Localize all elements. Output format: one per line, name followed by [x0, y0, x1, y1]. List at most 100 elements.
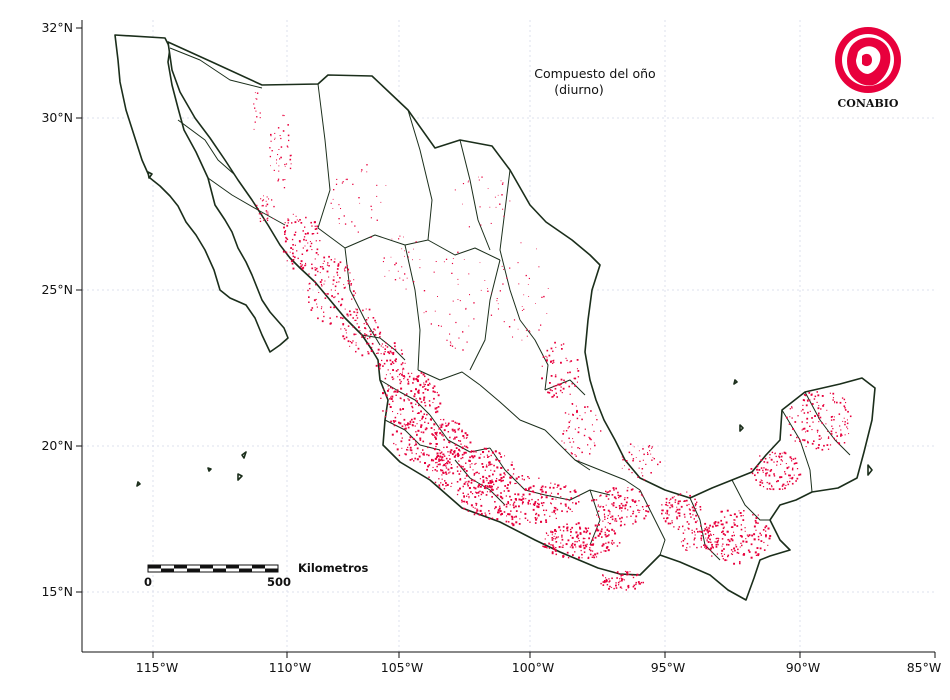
hotspot-dot: [500, 467, 502, 469]
hotspot-dot: [452, 472, 455, 475]
hotspot-dot: [556, 396, 559, 398]
hotspot-dot: [518, 498, 521, 501]
hotspot-dot: [436, 391, 438, 394]
hotspot-dot: [585, 531, 588, 534]
hotspot-dot: [846, 426, 848, 428]
hotspot-dot: [674, 501, 676, 503]
hotspot-dot: [707, 548, 709, 550]
hotspot-dot: [568, 413, 570, 415]
hotspot-dot: [330, 289, 332, 291]
hotspot-dot: [490, 481, 492, 484]
hotspot-dot: [560, 496, 562, 498]
hotspot-dot: [591, 424, 593, 426]
hotspot-dot: [603, 514, 605, 516]
island: [207, 467, 212, 472]
hotspot-dot: [391, 433, 394, 436]
hotspot-dot: [301, 268, 303, 270]
hotspot-dot: [623, 579, 625, 581]
hotspot-dot: [755, 479, 757, 481]
hotspot-dot: [359, 202, 361, 204]
hotspot-dot: [373, 328, 375, 330]
hotspot-dot: [358, 326, 360, 329]
hotspot-dot: [305, 216, 307, 219]
hotspot-dot: [308, 273, 310, 275]
hotspot-dot: [470, 482, 473, 484]
hotspot-dot: [316, 248, 319, 251]
hotspot-dot: [409, 420, 412, 422]
hotspot-dot: [441, 469, 444, 472]
hotspot-dot: [538, 477, 540, 479]
hotspot-dot: [709, 548, 712, 551]
hotspot-dot: [803, 394, 806, 396]
hotspot-dot: [638, 511, 640, 514]
hotspot-dot: [490, 469, 492, 471]
hotspot-dot: [341, 182, 343, 184]
hotspot-dot: [400, 440, 403, 443]
hotspot-dot: [367, 352, 370, 355]
hotspot-dot: [707, 531, 709, 533]
hotspot-dot: [564, 486, 566, 488]
hotspot-dot: [535, 513, 537, 516]
hotspot-dot: [610, 542, 613, 544]
hotspot-dot: [335, 183, 338, 185]
hotspot-dot: [626, 573, 629, 575]
hotspot-dot: [632, 585, 635, 588]
hotspot-dot: [607, 517, 609, 519]
hotspot-dot: [748, 534, 751, 537]
hotspot-dot: [420, 426, 422, 428]
hotspot-dot: [391, 376, 394, 379]
hotspot-dot: [567, 371, 569, 374]
hotspot-dot: [389, 350, 392, 353]
hotspot-dot: [320, 308, 322, 310]
hotspot-dot: [439, 486, 441, 488]
hotspot-dot: [755, 554, 758, 556]
hotspot-dot: [528, 277, 530, 280]
hotspot-dot: [798, 438, 800, 440]
hotspot-dot: [303, 238, 305, 241]
hotspot-dot: [390, 396, 392, 398]
hotspot-dot: [449, 436, 451, 439]
hotspot-dot: [833, 419, 835, 421]
hotspot-dot: [588, 537, 591, 540]
hotspot-dot: [615, 572, 617, 574]
hotspot-dot: [504, 485, 507, 487]
hotspot-dot: [409, 459, 412, 461]
hotspot-dot: [397, 270, 399, 272]
hotspot-dot: [689, 513, 692, 515]
hotspot-dot: [484, 469, 486, 471]
hotspot-dot: [492, 481, 494, 483]
hotspot-dot: [416, 458, 419, 461]
hotspot-dot: [691, 532, 693, 534]
hotspot-dot: [458, 422, 461, 425]
hotspot-dot: [678, 526, 681, 528]
hotspot-dot: [333, 189, 335, 191]
hotspot-dot: [500, 495, 503, 498]
hotspot-dot: [626, 497, 629, 499]
hotspot-dot: [625, 589, 627, 591]
hotspot-dot: [503, 504, 505, 506]
hotspot-dot: [464, 481, 466, 483]
hotspot-dot: [429, 442, 432, 445]
hotspot-dot: [379, 363, 382, 366]
hotspot-dot: [445, 465, 447, 467]
hotspot-dot: [704, 545, 706, 547]
hotspot-dot: [550, 347, 553, 350]
hotspot-dot: [770, 488, 772, 490]
hotspot-dot: [735, 545, 738, 548]
hotspot-dot: [615, 506, 617, 508]
hotspot-dot: [336, 178, 338, 180]
hotspot-dot: [378, 363, 380, 365]
hotspot-dot: [320, 283, 323, 286]
hotspot-dot: [818, 444, 820, 446]
hotspot-dot: [816, 401, 818, 403]
hotspot-dot: [678, 512, 681, 515]
hotspot-dot: [479, 490, 481, 492]
hotspot-dot: [322, 267, 325, 270]
hotspot-dot: [518, 283, 520, 285]
hotspot-dot: [271, 150, 273, 152]
hotspot-dot: [391, 361, 394, 364]
hotspot-dot: [637, 581, 640, 583]
hotspot-dot: [412, 382, 414, 384]
hotspot-dot: [557, 484, 559, 487]
hotspot-dot: [789, 416, 791, 418]
